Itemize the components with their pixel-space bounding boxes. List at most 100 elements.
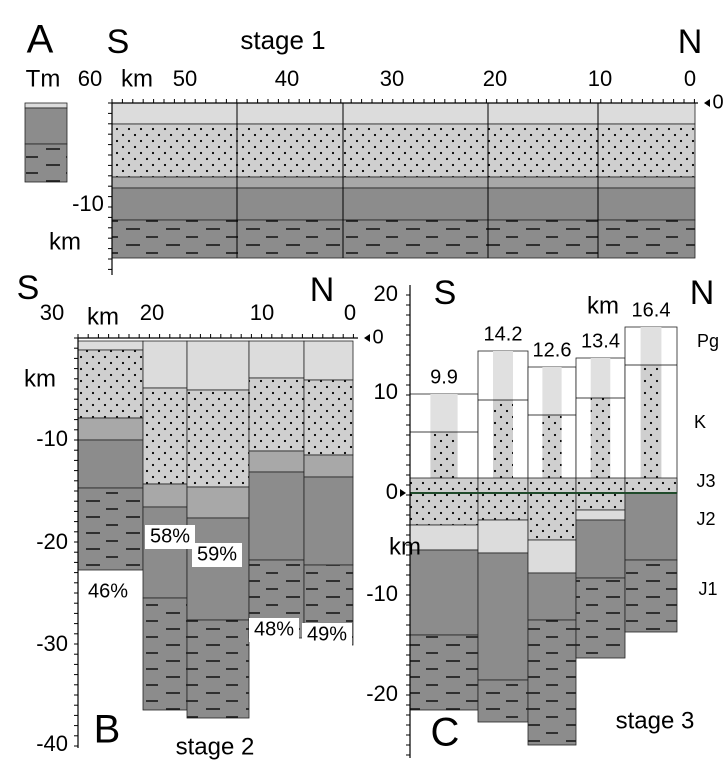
tm-label: Tm: [26, 65, 61, 92]
column-height-label: 12.6: [533, 339, 572, 361]
y-tick-label: -10: [366, 581, 398, 606]
north-label: N: [678, 23, 703, 61]
strip: [590, 358, 611, 398]
layer: [142, 387, 188, 485]
layer: [624, 559, 678, 633]
x-tick-label: 0: [684, 66, 696, 91]
layer: [77, 417, 144, 441]
percentage-label: 59%: [197, 543, 237, 565]
layer: [409, 549, 479, 636]
layer: [142, 483, 188, 508]
y-tick-label: -10: [72, 191, 104, 216]
strip: [640, 327, 662, 365]
x-unit: km: [121, 65, 153, 92]
layer: [186, 389, 250, 488]
layer: [142, 506, 188, 599]
layer: [575, 492, 626, 511]
label-box: [302, 623, 352, 647]
layer: [24, 102, 68, 109]
surface-marker: [364, 334, 370, 342]
layer: [477, 492, 529, 521]
panel-label: A: [27, 18, 54, 62]
layer-label: J3: [696, 471, 715, 491]
surface-tick: 0: [712, 91, 723, 113]
percentage-label: 46%: [88, 580, 128, 602]
column-height-label: 16.4: [632, 299, 671, 321]
panel-title: stage 2: [176, 733, 255, 760]
layer: [527, 477, 577, 494]
layer: [77, 487, 144, 571]
x-tick-label: 20: [483, 66, 507, 91]
strip: [493, 351, 513, 400]
layer: [575, 577, 626, 659]
label-box: [249, 618, 299, 642]
layer: [477, 552, 529, 681]
layer: [77, 340, 144, 351]
x-tick-label: 10: [250, 300, 274, 325]
surface-marker: [704, 99, 710, 107]
layer: [409, 492, 479, 526]
x-tick-label: 20: [140, 300, 164, 325]
percentage-label: 49%: [307, 623, 347, 645]
strip: [542, 367, 562, 415]
surface-marker: [400, 489, 406, 497]
y-tick-label: 10: [374, 379, 398, 404]
layer: [477, 519, 529, 554]
layer: [527, 492, 577, 541]
panel-title: stage 1: [240, 25, 325, 55]
layer: [527, 572, 577, 621]
layer: [186, 517, 250, 621]
north-label: N: [310, 271, 335, 309]
layer: [527, 619, 577, 746]
panel-label: C: [431, 711, 460, 755]
strip: [430, 394, 458, 432]
layer: [77, 349, 144, 419]
x-tick-label: 40: [275, 66, 299, 91]
layer: [303, 379, 354, 456]
south-label: S: [107, 23, 130, 61]
percentage-label: 48%: [254, 618, 294, 640]
layer: [303, 340, 354, 381]
x-unit: km: [87, 303, 119, 330]
label-box: [83, 580, 133, 604]
layer: [624, 477, 678, 494]
south-label: S: [17, 269, 40, 307]
layer: [248, 450, 305, 473]
x-tick-label: 10: [588, 66, 612, 91]
label-box: [192, 543, 242, 567]
y-tick-label: -20: [366, 681, 398, 706]
layer: [111, 176, 696, 189]
y-tick-label: 20: [374, 281, 398, 306]
column-height-label: 14.2: [484, 323, 523, 345]
strip: [640, 365, 662, 478]
y-unit: km: [24, 365, 56, 392]
layer-label: Pg: [697, 331, 719, 351]
y-tick-label: -10: [36, 426, 68, 451]
strip: [493, 400, 513, 478]
column-height-label: 13.4: [581, 330, 620, 352]
surface-tick: 0: [372, 326, 383, 348]
x-tick-label: 0: [344, 300, 356, 325]
layer: [575, 519, 626, 579]
layer: [111, 187, 696, 221]
x-unit: km: [587, 292, 619, 319]
strip: [542, 415, 562, 478]
x-tick-label: 30: [380, 66, 404, 91]
layer: [624, 492, 678, 561]
percentage-label: 58%: [150, 525, 190, 547]
layer: [142, 597, 188, 711]
layer: [575, 477, 626, 494]
panel-title: stage 3: [616, 707, 695, 734]
y-tick-label: -20: [36, 529, 68, 554]
y-unit: km: [389, 533, 421, 560]
strip: [590, 398, 611, 478]
layer: [111, 219, 696, 259]
layer-label: K: [694, 412, 706, 432]
layer: [186, 486, 250, 519]
layer-label: J1: [698, 579, 717, 599]
layer: [111, 102, 696, 125]
layer: [24, 107, 68, 145]
layer: [248, 471, 305, 561]
panel-label: B: [94, 708, 121, 752]
north-label: N: [690, 274, 715, 312]
